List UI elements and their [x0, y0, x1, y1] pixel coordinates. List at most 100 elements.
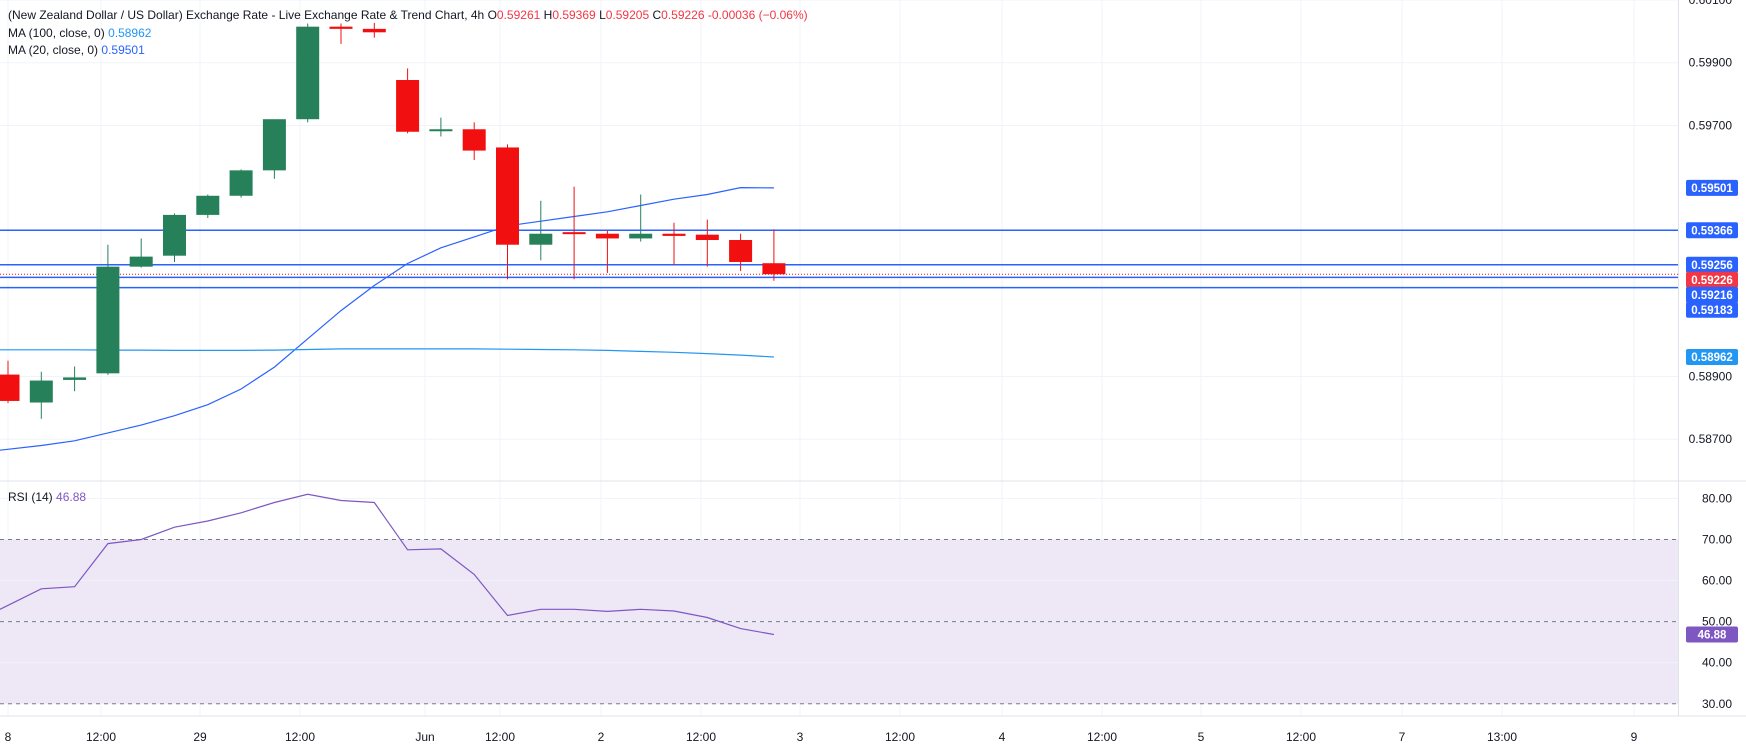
- candle-body: [0, 374, 20, 401]
- x-tick-label: 5: [1198, 730, 1205, 744]
- candle-up: [29, 371, 53, 419]
- candle-body: [695, 234, 719, 240]
- x-tick-label: 29: [193, 730, 207, 744]
- rsi-y-tick-label: 40.00: [1702, 656, 1732, 670]
- price-axis-label-text: 0.59366: [1691, 225, 1733, 237]
- candle-body: [629, 233, 653, 239]
- candle-body: [562, 232, 586, 235]
- rsi-value: 46.88: [56, 490, 87, 504]
- candle-body: [396, 80, 420, 132]
- candle-down: [0, 360, 20, 404]
- ohlc-open: O0.59261: [487, 8, 541, 22]
- price-axis-label-bg: [1686, 301, 1738, 318]
- rsi-line: [0, 493, 775, 636]
- candle-body: [63, 377, 87, 380]
- price-axis-label: 0.59366: [1686, 222, 1738, 239]
- ohlc-close: C0.59226: [652, 8, 705, 22]
- y-tick-label: 0.59700: [1689, 118, 1733, 132]
- rsi-value-label-text: 46.88: [1698, 629, 1727, 641]
- ma100-label: MA (100, close, 0): [8, 26, 105, 40]
- candle-body: [262, 119, 286, 171]
- candle-body: [662, 233, 686, 236]
- candle-body: [96, 266, 120, 374]
- x-tick-label: 9: [1631, 730, 1638, 744]
- x-tick-label: Jun: [415, 730, 434, 744]
- candle-body: [729, 240, 753, 262]
- rsi-label: RSI (14): [8, 490, 53, 504]
- rsi-y-tick-label: 50.00: [1702, 615, 1732, 629]
- ma20-value: 0.59501: [101, 43, 145, 57]
- price-axis-label-text: 0.59183: [1691, 305, 1733, 317]
- x-tick-label: 3: [797, 730, 804, 744]
- rsi-y-tick-label: 60.00: [1702, 574, 1732, 588]
- ma20-label: MA (20, close, 0): [8, 43, 99, 57]
- candle-body: [196, 195, 220, 215]
- price-axis-label-bg: [1686, 179, 1738, 196]
- x-tick-label: 13:00: [1487, 730, 1517, 744]
- x-tick-label: 12:00: [686, 730, 716, 744]
- y-tick-label: 0.60100: [1689, 0, 1733, 7]
- price-axis-label-text: 0.59256: [1691, 260, 1733, 272]
- candle-body: [429, 129, 453, 132]
- ma100-value: 0.58962: [108, 26, 152, 40]
- candle-up: [163, 213, 186, 262]
- ma20-legend[interactable]: MA (20, close, 0) 0.59501: [8, 43, 145, 57]
- ohlc-change: -0.00036 (−0.06%): [707, 8, 808, 22]
- rsi-legend[interactable]: RSI (14) 46.88: [8, 490, 86, 504]
- candle-up: [429, 117, 453, 137]
- ohlc-high: H0.59369: [543, 8, 596, 22]
- price-axis-label-text: 0.59216: [1691, 290, 1733, 302]
- price-axis-label: 0.59501: [1686, 179, 1738, 196]
- ma20-line: [0, 186, 774, 451]
- candle-down: [362, 22, 386, 38]
- candle-body: [762, 263, 786, 275]
- candle-body: [129, 256, 153, 267]
- candle-body: [462, 129, 486, 151]
- candle-body: [595, 233, 619, 239]
- candle-down: [396, 68, 420, 134]
- rsi-value-label: 46.88: [1686, 626, 1738, 643]
- price-axis-label-text: 0.59226: [1691, 275, 1733, 287]
- rsi-y-tick-label: 30.00: [1702, 697, 1732, 711]
- candle-down: [729, 233, 753, 272]
- price-axis-label: 0.59256: [1686, 256, 1738, 273]
- candle-body: [29, 380, 53, 403]
- ma100-legend[interactable]: MA (100, close, 0) 0.58962: [8, 26, 151, 40]
- price-axis-label-text: 0.58962: [1691, 352, 1733, 364]
- x-tick-label: 12:00: [485, 730, 515, 744]
- candle-down: [329, 23, 353, 44]
- chart-title-legend: (New Zealand Dollar / US Dollar) Exchang…: [8, 8, 808, 22]
- candle-body: [496, 147, 519, 245]
- x-tick-label: 12:00: [1087, 730, 1117, 744]
- y-tick-label: 0.59900: [1689, 56, 1733, 70]
- candle-body: [362, 28, 386, 33]
- x-tick-label: 2: [598, 730, 605, 744]
- candle-up: [96, 244, 120, 375]
- candle-body: [329, 26, 353, 29]
- candle-up: [529, 200, 553, 261]
- candle-down: [595, 230, 619, 273]
- candle-down: [695, 219, 719, 267]
- price-axis-label-bg: [1686, 349, 1738, 366]
- rsi-value-label-bg: [1686, 626, 1738, 643]
- price-axis-label-bg: [1686, 286, 1738, 303]
- price-axis-label-text: 0.59501: [1691, 183, 1733, 195]
- candle-down: [662, 222, 686, 266]
- candle-body: [229, 170, 253, 196]
- candle-up: [129, 238, 153, 268]
- rsi-y-tick-label: 80.00: [1702, 491, 1732, 505]
- x-tick-label: 8: [5, 730, 12, 744]
- x-tick-label: 12:00: [885, 730, 915, 744]
- price-axis-label-bg: [1686, 222, 1738, 239]
- price-axis-label: 0.59226: [1686, 271, 1738, 288]
- candle-down: [562, 186, 586, 280]
- ohlc-low: L0.59205: [599, 8, 650, 22]
- price-axis-label: 0.58962: [1686, 349, 1738, 366]
- candle-body: [296, 26, 320, 120]
- price-axis-label: 0.59183: [1686, 301, 1738, 318]
- chart-title: (New Zealand Dollar / US Dollar) Exchang…: [8, 8, 485, 22]
- x-tick-label: 7: [1399, 730, 1406, 744]
- candle-body: [529, 233, 553, 245]
- price-axis-label-bg: [1686, 256, 1738, 273]
